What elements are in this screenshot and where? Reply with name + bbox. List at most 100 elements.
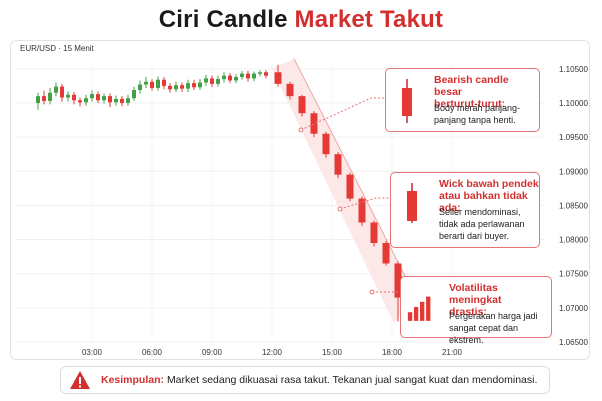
page-title: Ciri Candle Market Takut [0, 6, 602, 34]
candle-body [60, 86, 64, 98]
y-tick-label: 1.09500 [559, 133, 588, 142]
candle-body [174, 85, 178, 90]
callout-3-body: Pergerakan harga jadi sangat cepat dan ek… [449, 311, 538, 345]
bull-candle [258, 70, 262, 77]
bear-candle [60, 83, 64, 102]
candle-body [54, 86, 58, 93]
x-tick-label: 03:00 [82, 348, 103, 357]
callout-1-body: Body merah panjang-panjang tanpa henti. [434, 103, 521, 125]
candle-body [198, 82, 202, 88]
bear-candle [358, 196, 366, 226]
candle-body [322, 133, 330, 155]
y-tick-label: 1.08500 [559, 201, 588, 210]
bear-candle [370, 220, 378, 247]
conclusion-banner: Kesimpulan: Market sedang dikuasai rasa … [60, 366, 550, 394]
conclusion-body: Market sedang dikuasai rasa takut. Tekan… [166, 374, 538, 386]
candle-body [298, 96, 306, 114]
x-tick-label: 09:00 [202, 348, 223, 357]
candle-body [48, 92, 52, 101]
candle-body [186, 83, 190, 89]
bear-candle [72, 92, 76, 105]
candle-body [216, 79, 220, 84]
callout-anchor [337, 206, 343, 212]
candle-body [120, 98, 124, 103]
candle-body [72, 94, 76, 101]
bear-candle [382, 240, 390, 266]
candle-body [168, 85, 172, 90]
bull-candle [186, 79, 190, 93]
candle-body [144, 81, 148, 85]
candle-body [96, 94, 100, 101]
candle-body [114, 98, 118, 103]
bull-candle [138, 80, 142, 94]
y-tick-label: 1.10500 [559, 65, 588, 74]
bull-candle [66, 91, 70, 102]
x-tick-label: 12:00 [262, 348, 283, 357]
bear-candle [334, 152, 342, 179]
bull-candle [54, 82, 58, 97]
candle-body [264, 72, 268, 76]
candle-body [156, 79, 160, 88]
bear-candle [120, 96, 124, 107]
candle-body [274, 72, 282, 84]
bear-candle [96, 91, 100, 103]
candle-body [90, 94, 94, 99]
rising-bars-icon [407, 296, 431, 321]
bear-candle [394, 261, 402, 322]
bear-candle [210, 75, 214, 88]
candle-body [358, 198, 366, 223]
bull-candle [144, 77, 148, 88]
bull-candle [156, 76, 160, 91]
bear-candle [264, 70, 268, 79]
candle-body [132, 90, 136, 99]
bear-candle [192, 79, 196, 90]
candle-body [310, 113, 318, 134]
candle-body [346, 174, 354, 199]
candle-body [370, 222, 378, 243]
bear-candle [162, 77, 166, 90]
callout-leader [339, 197, 390, 210]
candle-body [162, 79, 166, 86]
bear-candle [78, 97, 82, 107]
candle-body [36, 96, 40, 103]
red-candle-icon [402, 79, 412, 123]
y-tick-label: 1.08000 [559, 236, 588, 245]
bear-candle [274, 64, 282, 87]
candle-body [240, 73, 244, 78]
candle-body [66, 94, 70, 98]
candle-body [394, 263, 402, 298]
callout-2-body: Seller mendominasi, tidak ada perlawanan b… [439, 207, 525, 241]
candle-body [210, 78, 214, 84]
candle-body [78, 100, 82, 103]
candle-body [204, 78, 208, 83]
x-axis-labels: 03:00 06:00 09:00 12:00 15:00 18:00 21:00 [82, 348, 463, 357]
candle-body [192, 83, 196, 88]
candles [36, 64, 402, 322]
pair-label: EUR/USD · 15 Menit [20, 44, 94, 53]
bull-candle [174, 81, 178, 93]
callout-anchor [369, 289, 375, 295]
x-tick-label: 18:00 [382, 348, 403, 357]
bull-candle [204, 74, 208, 86]
candle-body [382, 242, 390, 264]
bear-candle [322, 131, 330, 158]
bull-candle [36, 92, 40, 110]
bull-candle [84, 94, 88, 106]
y-tick-label: 1.06500 [559, 338, 588, 347]
x-tick-label: 21:00 [442, 348, 463, 357]
conclusion-text: Kesimpulan: Market sedang dikuasai rasa … [101, 374, 537, 386]
candle-body [102, 96, 106, 101]
candle-body [126, 98, 130, 103]
bear-candle [150, 79, 154, 91]
candle-body [334, 154, 342, 175]
title-accent: Market Takut [294, 6, 444, 33]
callout-3-heading: Volatilitas meningkat drastis: [449, 282, 502, 318]
bull-candle [48, 87, 52, 105]
y-tick-label: 1.09000 [559, 167, 588, 176]
downtrend-band [272, 58, 414, 324]
bull-candle [132, 86, 136, 101]
bear-candle [346, 172, 354, 202]
candle-body [150, 81, 154, 88]
x-tick-label: 15:00 [322, 348, 343, 357]
candle-body [234, 77, 238, 81]
